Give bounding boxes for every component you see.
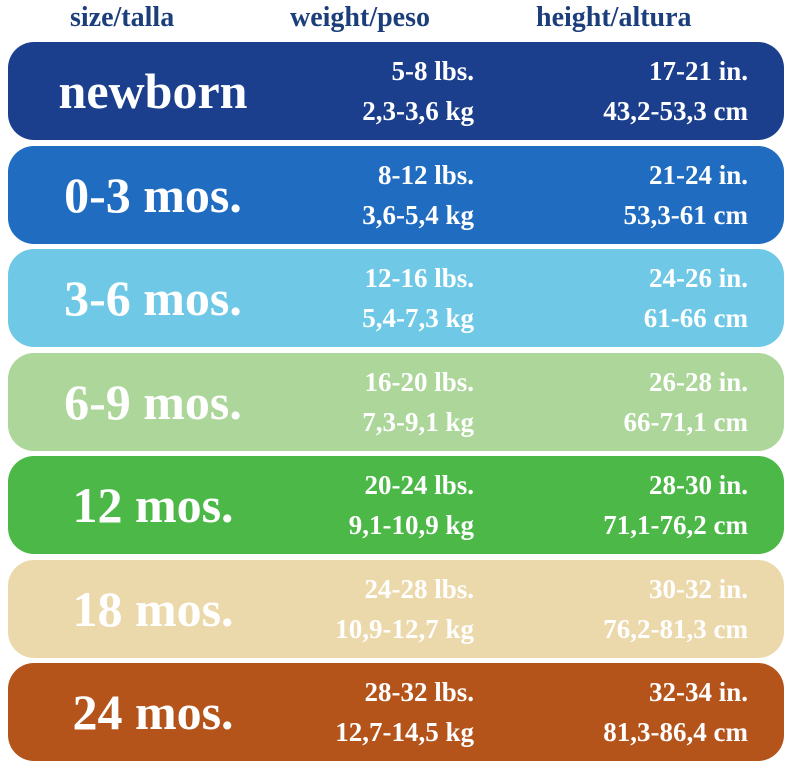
weight-kg: 7,3-9,1 kg	[362, 406, 474, 437]
weight-lbs: 16-20 lbs.	[364, 366, 474, 397]
size-row: newborn 5-8 lbs. 2,3-3,6 kg 17-21 in. 43,2-5…	[8, 42, 784, 140]
size-label: newborn	[58, 63, 248, 119]
size-label: 0-3 mos.	[64, 166, 242, 223]
weight-lbs: 12-16 lbs.	[364, 263, 474, 293]
height-in: 17-21 in.	[648, 56, 748, 86]
size-row: 6-9 mos. 16-20 lbs. 7,3-9,1 kg 26-28 in. 66-…	[8, 352, 784, 451]
height-in: 28-30 in.	[648, 470, 748, 500]
size-row: 18 mos. 24-28 lbs. 10,9-12,7 kg 30-32 in. 76…	[8, 559, 784, 658]
size-row: 0-3 mos. 8-12 lbs. 3,6-5,4 kg 21-24 in. 53,3…	[8, 145, 784, 244]
height-in: 21-24 in.	[648, 159, 748, 190]
weight-kg: 10,9-12,7 kg	[335, 613, 474, 644]
size-label: 12 mos.	[72, 477, 234, 533]
weight-kg: 3,6-5,4 kg	[362, 199, 474, 230]
height-in: 26-28 in.	[648, 366, 748, 397]
weight-lbs: 28-32 lbs.	[364, 677, 474, 707]
height-cm: 53,3-61 cm	[623, 199, 748, 230]
height-cm: 43,2-53,3 cm	[603, 96, 748, 126]
header-size: size/talla	[70, 2, 175, 33]
height-cm: 71,1-76,2 cm	[603, 510, 748, 540]
weight-kg: 12,7-14,5 kg	[335, 717, 474, 747]
header-height: height/altura	[536, 2, 692, 33]
height-in: 30-32 in.	[648, 573, 748, 604]
height-in: 24-26 in.	[648, 263, 748, 293]
weight-lbs: 8-12 lbs.	[377, 159, 474, 190]
size-label: 6-9 mos.	[64, 373, 242, 430]
size-row: 24 mos. 28-32 lbs. 12,7-14,5 kg 32-34 in. 81…	[8, 663, 784, 761]
height-cm: 61-66 cm	[643, 303, 748, 333]
size-label: 3-6 mos.	[64, 270, 242, 326]
height-in: 32-34 in.	[648, 677, 748, 707]
weight-kg: 9,1-10,9 kg	[348, 510, 474, 540]
height-cm: 81,3-86,4 cm	[603, 717, 748, 747]
height-cm: 76,2-81,3 cm	[603, 613, 748, 644]
size-row: 3-6 mos. 12-16 lbs. 5,4-7,3 kg 24-26 in. 61-…	[8, 249, 784, 347]
header-weight: weight/peso	[290, 2, 430, 33]
size-row: 12 mos. 20-24 lbs. 9,1-10,9 kg 28-30 in. 71,…	[8, 456, 784, 554]
size-label: 18 mos.	[72, 580, 234, 637]
size-label: 24 mos.	[72, 684, 234, 740]
weight-lbs: 24-28 lbs.	[364, 573, 474, 604]
weight-lbs: 20-24 lbs.	[364, 470, 474, 500]
weight-kg: 5,4-7,3 kg	[362, 303, 474, 333]
height-cm: 66-71,1 cm	[623, 406, 748, 437]
weight-kg: 2,3-3,6 kg	[362, 96, 474, 126]
weight-lbs: 5-8 lbs.	[391, 56, 474, 86]
